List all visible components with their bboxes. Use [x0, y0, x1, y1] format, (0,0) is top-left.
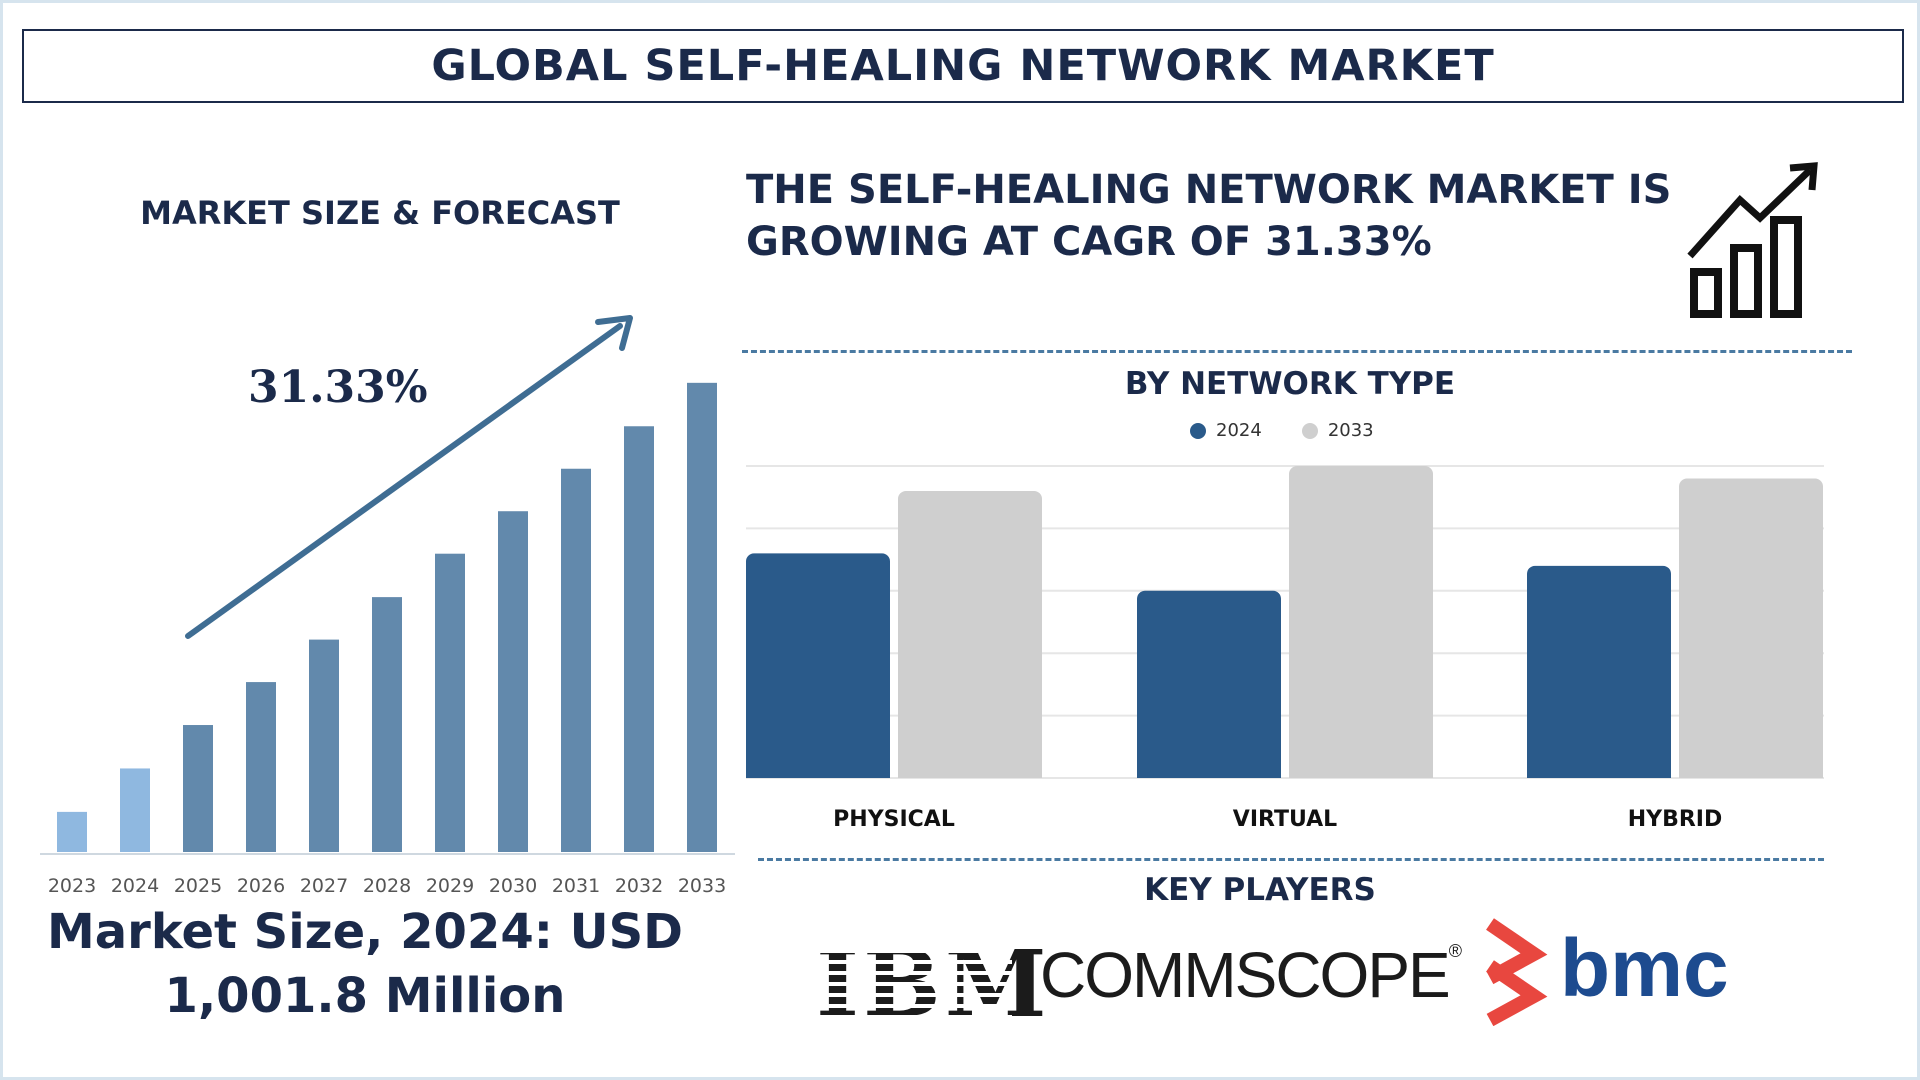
key-players-title: KEY PLAYERS — [1144, 872, 1376, 908]
legend-label-2033: 2033 — [1327, 420, 1374, 441]
legend-label-2024: 2024 — [1216, 420, 1262, 441]
icon-trend-line — [1687, 167, 1813, 259]
forecast-bar-2025 — [183, 725, 213, 852]
bar-virtual-2033 — [1289, 466, 1433, 778]
cagr-headline: THE SELF-HEALING NETWORK MARKET IS GROWI… — [746, 164, 1676, 268]
forecast-bar-2032 — [624, 426, 654, 852]
divider-top — [742, 350, 1852, 353]
bar-hybrid-2024 — [1527, 565, 1671, 778]
forecast-bar-2027 — [309, 639, 339, 852]
bar-base-physical-2033 — [898, 768, 1042, 778]
cagr-label: 31.33% — [248, 362, 428, 413]
icon-bar-3 — [1770, 216, 1802, 318]
bar-base-virtual-2033 — [1289, 768, 1433, 778]
forecast-bars — [57, 382, 717, 852]
icon-trend-arrowhead — [1789, 162, 1818, 191]
registered-mark: ® — [1448, 941, 1462, 961]
icon-bar-1 — [1690, 268, 1722, 318]
forecast-bar-2023 — [57, 811, 87, 852]
forecast-bar-2028 — [372, 597, 402, 852]
forecast-tick-2029: 2029 — [426, 875, 474, 897]
market-size-line-1: Market Size, 2024: USD — [46, 904, 684, 960]
title-box: GLOBAL SELF-HEALING NETWORK MARKET — [22, 29, 1904, 103]
legend-item-2033: 2033 — [1301, 420, 1374, 441]
category-label-virtual: VIRTUAL — [1233, 807, 1337, 832]
forecast-tick-2027: 2027 — [300, 875, 348, 897]
growth-arrow — [185, 315, 633, 639]
commscope-logo-text: COMMSCOPE — [1040, 939, 1451, 1011]
commscope-logo: COMMSCOPE® — [1040, 938, 1462, 1012]
forecast-bar-2030 — [498, 511, 528, 852]
market-size-text: Market Size, 2024: USD 1,001.8 Million — [40, 900, 690, 1028]
growth-chart-icon — [1687, 162, 1818, 318]
headline-line-1: THE SELF-HEALING NETWORK MARKET IS — [746, 167, 1672, 213]
network-type-legend: 2024 2033 — [1190, 420, 1374, 441]
bar-virtual-2024 — [1137, 590, 1281, 778]
network-type-bars — [746, 466, 1823, 778]
forecast-tick-2030: 2030 — [489, 875, 537, 897]
bmc-logo: bmc — [1560, 923, 1729, 1014]
legend-swatch-2024 — [1190, 422, 1206, 439]
bar-hybrid-2033 — [1679, 478, 1823, 778]
forecast-tick-2023: 2023 — [48, 875, 96, 897]
legend-item-2024: 2024 — [1190, 420, 1262, 441]
market-size-line-2: 1,001.8 Million — [164, 968, 566, 1024]
bar-base-hybrid-2033 — [1679, 768, 1823, 778]
growth-arrow-shaft — [185, 323, 623, 639]
legend-swatch-2033 — [1301, 422, 1318, 439]
bmc-chevron-bottom — [1486, 960, 1548, 1026]
forecast-tick-2033: 2033 — [678, 875, 726, 897]
page-title: GLOBAL SELF-HEALING NETWORK MARKET — [431, 41, 1495, 91]
forecast-tick-2031: 2031 — [552, 875, 600, 897]
ibm-logo-stripes — [812, 942, 1012, 1018]
category-label-hybrid: HYBRID — [1628, 807, 1723, 832]
bmc-chevron-icon — [1486, 918, 1548, 1026]
forecast-tick-2024: 2024 — [111, 875, 159, 897]
headline-line-2: GROWING AT CAGR OF 31.33% — [746, 219, 1432, 265]
forecast-tick-2025: 2025 — [174, 875, 222, 897]
bar-physical-2033 — [898, 490, 1042, 778]
category-label-physical: PHYSICAL — [833, 807, 955, 832]
forecast-tick-2026: 2026 — [237, 875, 285, 897]
forecast-bar-2031 — [561, 468, 591, 852]
forecast-tick-2028: 2028 — [363, 875, 411, 897]
forecast-bar-2029 — [435, 553, 465, 852]
forecast-tick-labels: 2023 2024 2025 2026 2027 2028 2029 2030 2031 2032… — [48, 875, 726, 897]
bar-base-virtual-2024 — [1137, 768, 1281, 778]
growth-arrow-head — [595, 315, 633, 351]
bar-base-physical-2024 — [746, 768, 890, 778]
market-size-forecast-title: MARKET SIZE & FORECAST — [140, 194, 620, 232]
forecast-bar-2024 — [120, 768, 150, 852]
bar-physical-2024 — [746, 553, 890, 778]
forecast-bar-2026 — [246, 682, 276, 852]
bar-base-hybrid-2024 — [1527, 768, 1671, 778]
by-network-type-title: BY NETWORK TYPE — [1124, 366, 1456, 402]
forecast-tick-2032: 2032 — [615, 875, 663, 897]
forecast-bar-2033 — [687, 382, 717, 852]
icon-bar-2 — [1730, 244, 1762, 318]
network-type-category-labels: PHYSICAL VIRTUAL HYBRID — [833, 807, 1722, 832]
divider-bottom — [758, 858, 1824, 861]
